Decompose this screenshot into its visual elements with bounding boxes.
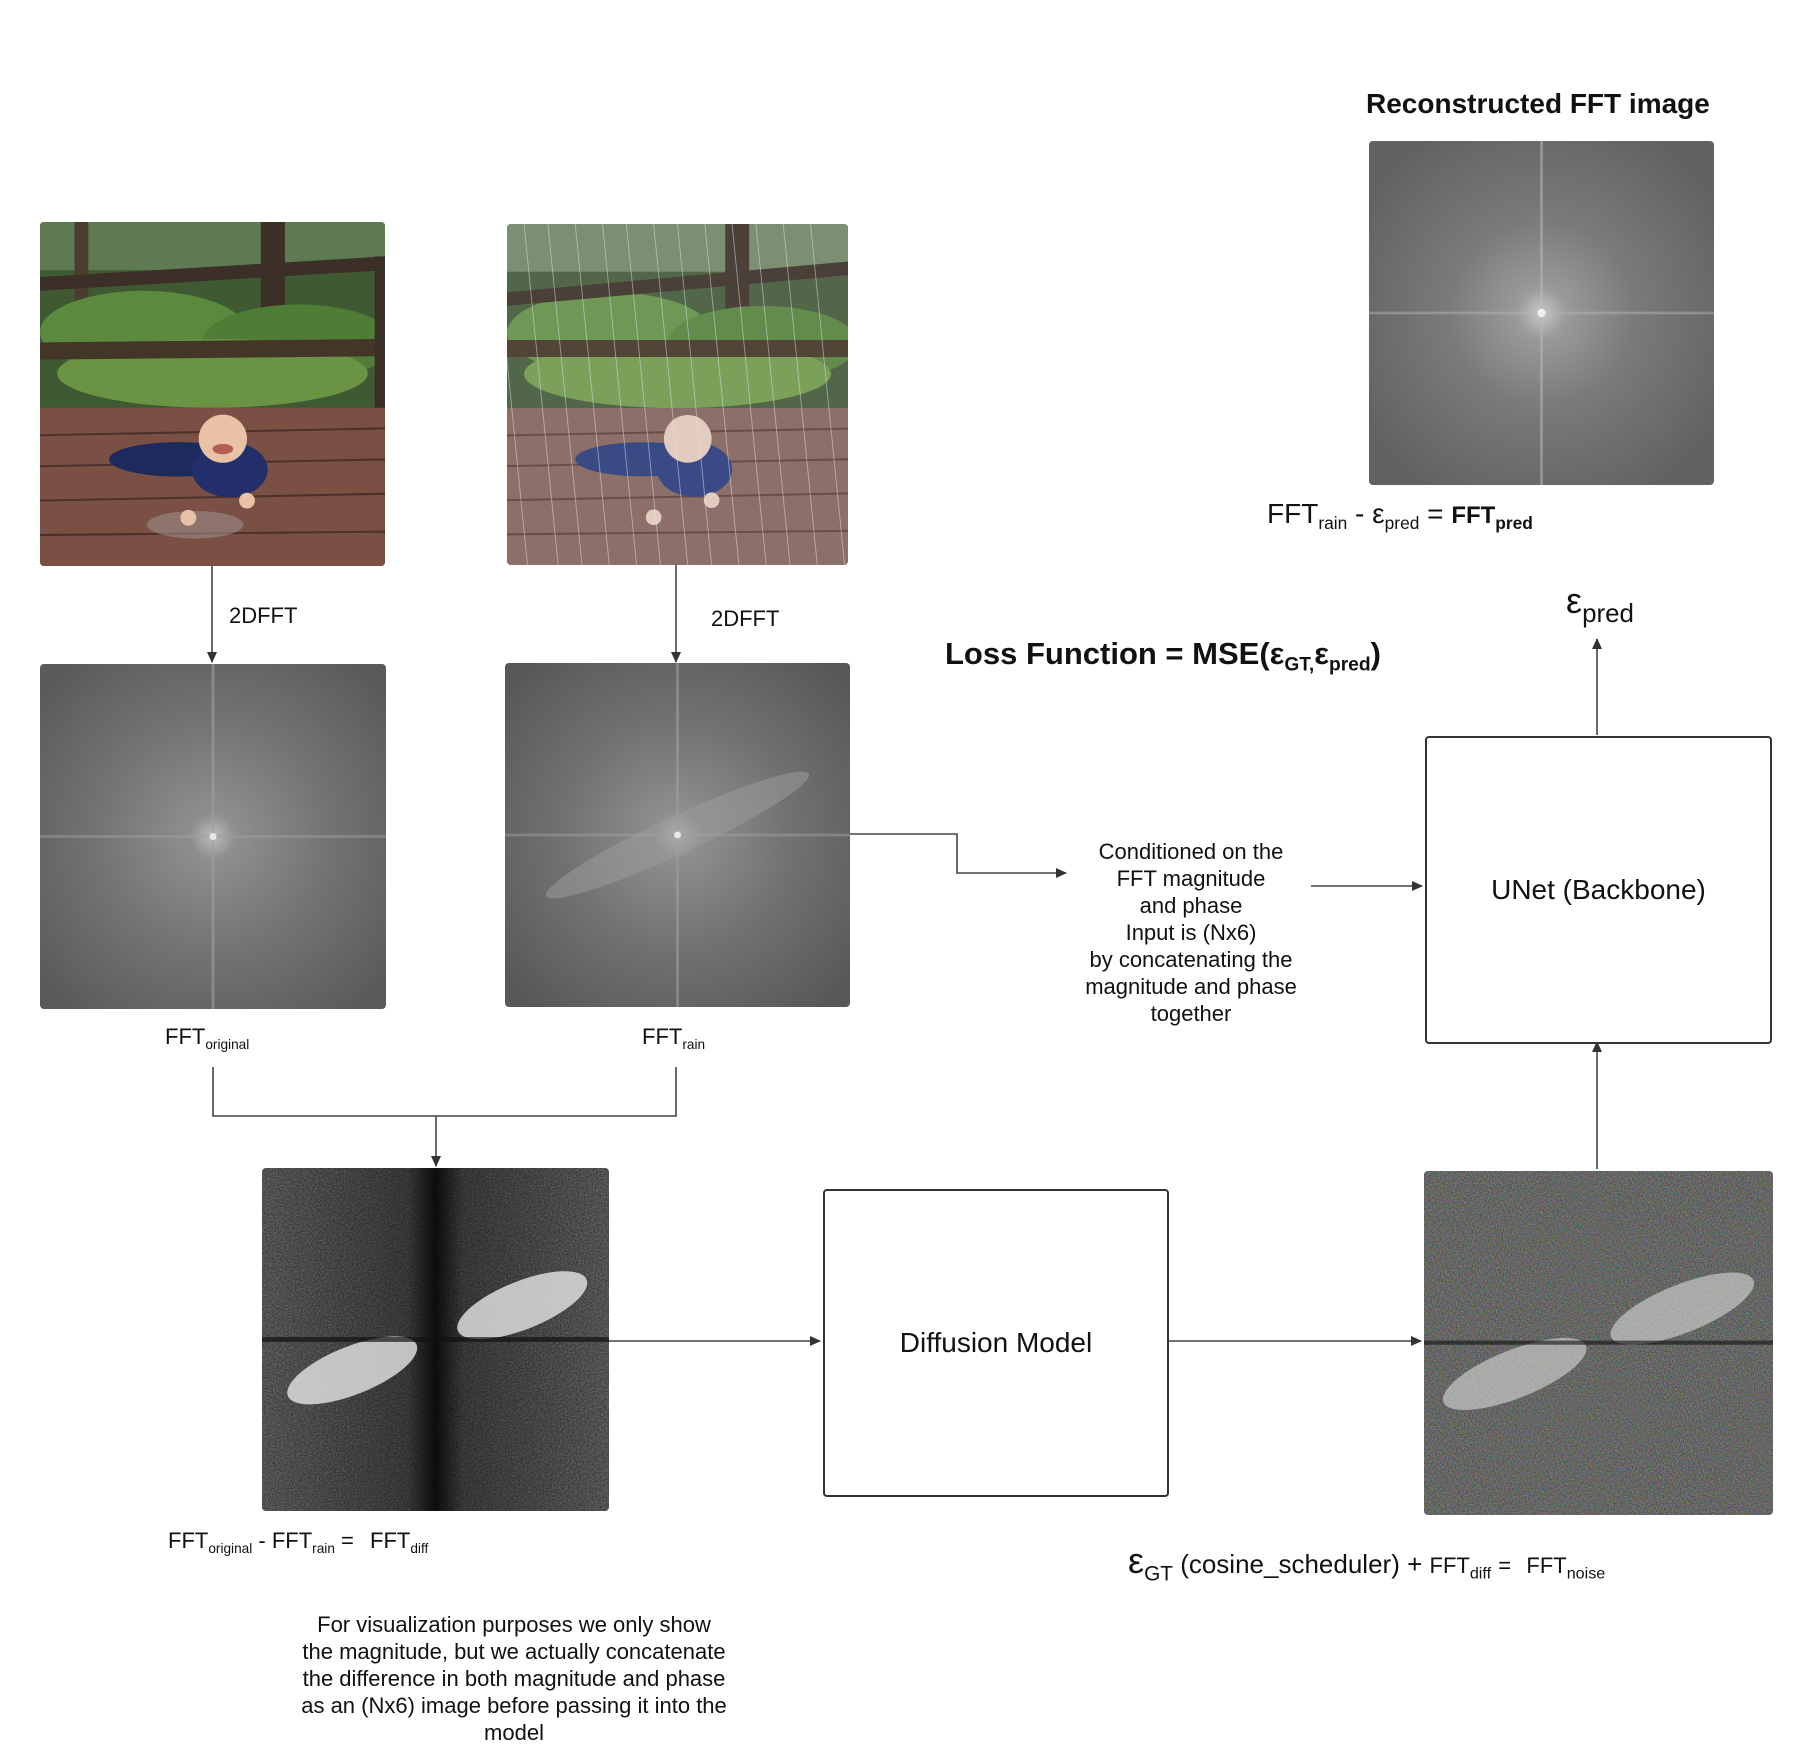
fft-diff-equation: FFToriginal - FFTrain = FFTdiff — [168, 1528, 429, 1556]
2dfft-label-right: 2DFFT — [711, 606, 780, 631]
condition-description: Conditioned on the FFT magnitude and pha… — [1085, 839, 1297, 1026]
2dfft-label-left: 2DFFT — [229, 603, 298, 628]
bracket-merge-to-diff — [212, 1067, 677, 1117]
arrow-fftrain-to-condition — [849, 833, 1067, 878]
visualization-note: For visualization purposes we only show … — [301, 1612, 727, 1745]
reconstruct-equation: FFTrain - εpred = FFTpred — [1267, 498, 1533, 534]
unet-backbone-box: UNet (Backbone) — [1425, 736, 1772, 1044]
original-photo — [40, 222, 385, 566]
fft-original-image — [40, 664, 386, 1009]
reconstructed-fft-image — [1369, 141, 1714, 485]
unet-label: UNet (Backbone) — [1491, 874, 1706, 905]
fft-rain-label: FFTrain — [642, 1024, 706, 1052]
reconstructed-title: Reconstructed FFT image — [1366, 88, 1710, 119]
fft-noise-equation: εGT (cosine_scheduler) + FFTdiff = FFTno… — [1128, 1540, 1606, 1586]
eps-pred-label: εpred — [1566, 580, 1634, 629]
diffusion-label: Diffusion Model — [899, 1327, 1093, 1358]
rain-photo — [507, 224, 848, 565]
fft-original-label: FFToriginal — [165, 1024, 250, 1052]
loss-function-label: Loss Function = MSE(εGT,εpred) — [945, 636, 1381, 676]
diffusion-model-box: Diffusion Model — [823, 1189, 1169, 1497]
fft-rain-image — [505, 663, 850, 1007]
fft-diff-image — [262, 1168, 609, 1511]
fft-noise-image — [1424, 1171, 1773, 1515]
